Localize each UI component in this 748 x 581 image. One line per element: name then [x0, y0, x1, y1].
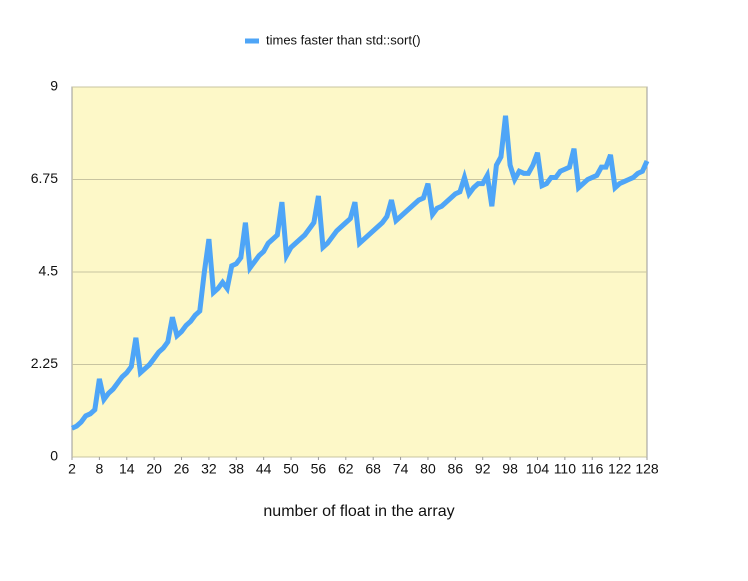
- x-tick-label: 44: [256, 461, 272, 477]
- y-tick-label: 9: [50, 78, 58, 94]
- x-axis-label: number of float in the array: [263, 503, 454, 520]
- x-tick-label: 128: [635, 461, 659, 477]
- x-tick-label: 20: [146, 461, 162, 477]
- y-tick-label: 2.25: [31, 355, 58, 371]
- y-tick-label: 4.5: [39, 263, 59, 279]
- y-tick-label: 6.75: [31, 170, 58, 186]
- x-tick-label: 50: [283, 461, 299, 477]
- line: [70, 115, 650, 431]
- y-tick-label: 0: [50, 448, 58, 464]
- x-tick-label: 74: [393, 461, 409, 477]
- x-tick-label: 38: [228, 461, 244, 477]
- x-tick-label: 116: [581, 461, 604, 477]
- x-tick-label: 104: [526, 461, 550, 477]
- x-tick-label: 62: [338, 461, 354, 477]
- x-tick-label: 98: [502, 461, 518, 477]
- x-tick-label: 2: [68, 461, 76, 477]
- x-tick-label: 14: [119, 461, 135, 477]
- x-tick-label: 110: [554, 461, 577, 477]
- x-tick-label: 56: [311, 461, 327, 477]
- x-tick-label: 92: [475, 461, 491, 477]
- x-tick-label: 122: [608, 461, 632, 477]
- x-tick-label: 8: [95, 461, 103, 477]
- x-tick-label: 86: [448, 461, 464, 477]
- x-tick-label: 68: [365, 461, 381, 477]
- legend-label: times faster than std::sort(): [266, 32, 421, 47]
- x-tick-label: 80: [420, 461, 436, 477]
- x-tick-label: 26: [174, 461, 190, 477]
- x-tick-label: 32: [201, 461, 217, 477]
